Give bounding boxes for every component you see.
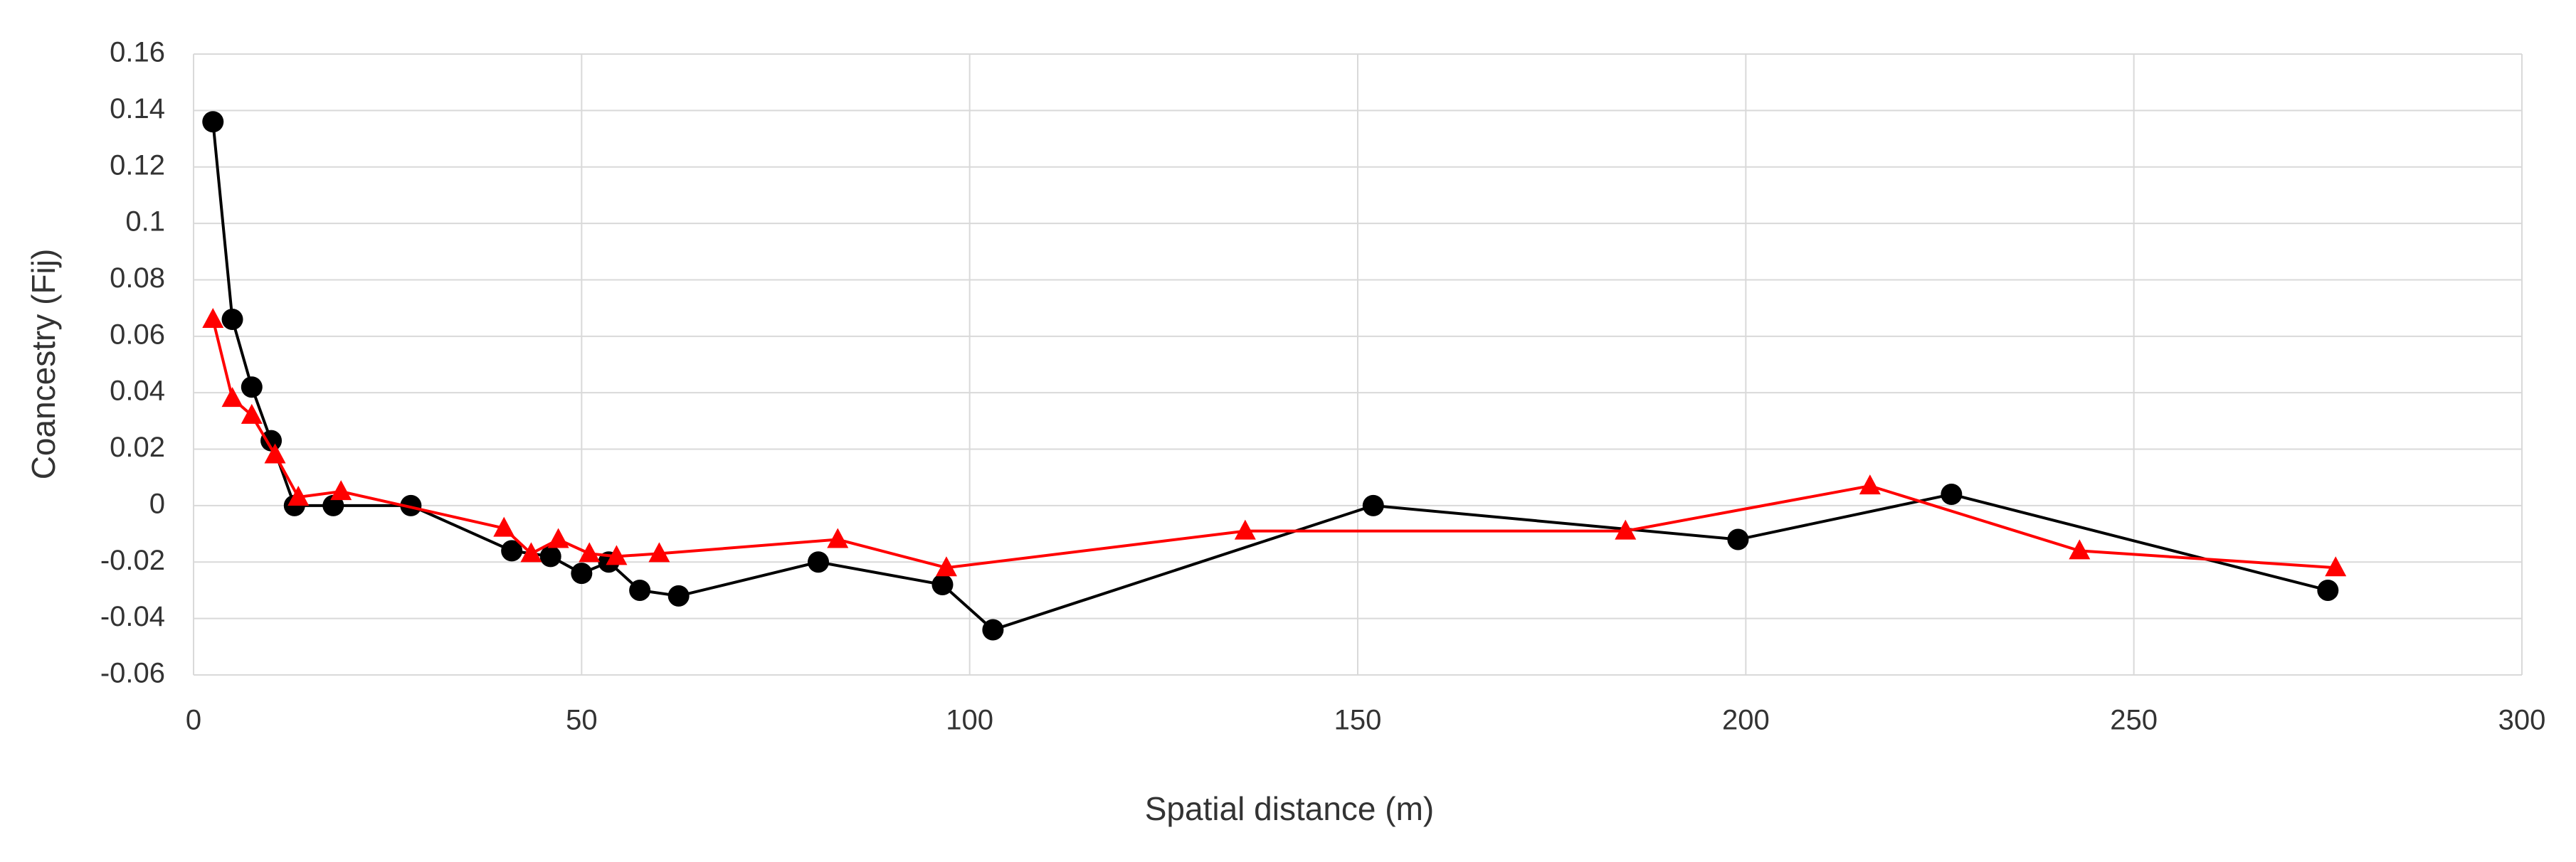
marker bbox=[648, 542, 670, 563]
marker bbox=[547, 528, 569, 548]
marker bbox=[931, 574, 954, 596]
marker bbox=[322, 494, 344, 516]
y-tick-label: 0.14 bbox=[110, 93, 165, 124]
y-tick-label: 0.16 bbox=[110, 37, 165, 68]
marker bbox=[539, 546, 561, 568]
marker bbox=[1859, 474, 1881, 495]
marker bbox=[1727, 528, 1749, 550]
marker bbox=[2325, 556, 2347, 577]
marker bbox=[667, 585, 690, 607]
marker bbox=[330, 480, 352, 501]
marker bbox=[520, 542, 542, 563]
y-tick-label: 0.04 bbox=[110, 376, 165, 407]
marker bbox=[221, 309, 243, 331]
marker bbox=[606, 545, 628, 565]
marker bbox=[264, 443, 286, 464]
x-tick-label: 200 bbox=[1722, 705, 1770, 736]
y-tick-label: 0.12 bbox=[110, 149, 165, 181]
y-tick-label: 0.06 bbox=[110, 319, 165, 350]
marker bbox=[400, 494, 422, 516]
x-tick-label: 0 bbox=[186, 705, 201, 736]
marker bbox=[241, 376, 263, 398]
marker bbox=[241, 403, 263, 424]
marker bbox=[202, 111, 224, 133]
marker bbox=[1362, 494, 1384, 516]
marker bbox=[629, 579, 651, 601]
marker bbox=[2317, 579, 2339, 601]
x-tick-label: 250 bbox=[2110, 705, 2158, 736]
marker bbox=[2069, 539, 2091, 560]
marker bbox=[493, 516, 515, 537]
marker bbox=[827, 528, 849, 548]
marker bbox=[501, 540, 523, 562]
marker bbox=[571, 563, 593, 585]
y-tick-label: 0.1 bbox=[125, 206, 165, 238]
marker bbox=[1234, 519, 1256, 540]
x-tick-label: 50 bbox=[566, 705, 598, 736]
marker bbox=[287, 486, 310, 506]
marker bbox=[1941, 484, 1963, 506]
marker bbox=[807, 551, 829, 573]
x-tick-label: 300 bbox=[2498, 705, 2546, 736]
y-tick-label: 0.02 bbox=[110, 432, 165, 463]
x-tick-label: 100 bbox=[946, 705, 993, 736]
marker bbox=[1615, 519, 1637, 540]
y-tick-label: -0.04 bbox=[100, 601, 165, 632]
marker bbox=[202, 308, 224, 329]
y-tick-label: -0.02 bbox=[100, 545, 165, 576]
x-tick-label: 150 bbox=[1334, 705, 1382, 736]
y-tick-label: -0.06 bbox=[100, 658, 165, 689]
x-axis-title: Spatial distance (m) bbox=[1145, 790, 1435, 827]
marker bbox=[982, 619, 1004, 641]
marker bbox=[260, 430, 283, 452]
marker bbox=[579, 542, 601, 563]
marker bbox=[221, 387, 243, 408]
y-axis-title: Coancestry (Fij) bbox=[25, 249, 62, 480]
marker bbox=[935, 556, 957, 577]
y-tick-label: 0.08 bbox=[110, 262, 165, 294]
y-tick-label: 0 bbox=[149, 488, 165, 519]
